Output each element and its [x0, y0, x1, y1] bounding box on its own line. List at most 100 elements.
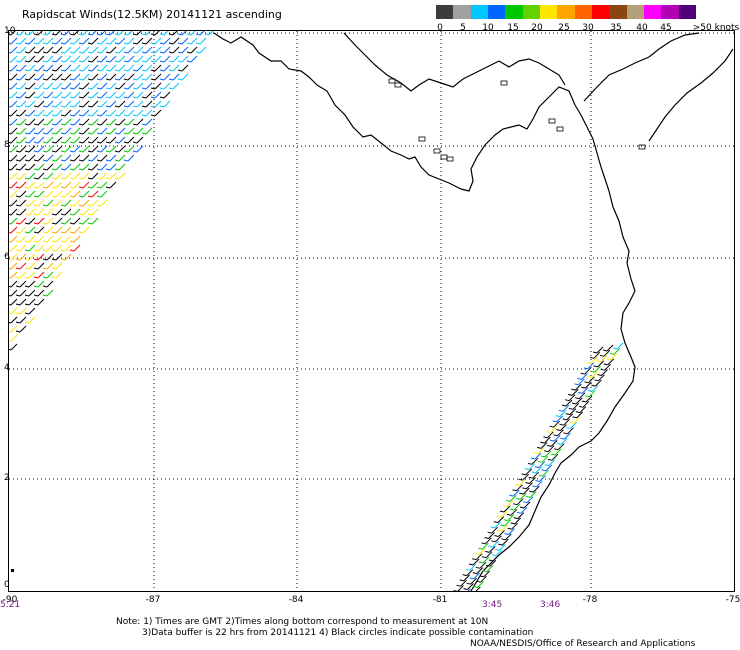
wind-barb-140 — [114, 82, 126, 90]
wind-barb-209 — [87, 118, 99, 126]
contamination-mark — [11, 569, 14, 572]
legend-swatch-13 — [661, 5, 679, 19]
wind-barb-197 — [132, 109, 144, 117]
wind-barb-80 — [123, 55, 135, 63]
lat-label-2: 2 — [4, 473, 10, 483]
wind-barb-57 — [114, 46, 126, 54]
wind-barb-503 — [522, 482, 533, 490]
wind-barb-216 — [9, 127, 18, 135]
wind-barb-5 — [51, 31, 61, 36]
wind-barb-481 — [553, 443, 565, 451]
wind-barb-297 — [78, 172, 90, 180]
wind-barb-148 — [15, 91, 27, 99]
wind-barb-469 — [566, 422, 577, 429]
wind-barb-124 — [150, 73, 162, 81]
wind-barb-346 — [9, 217, 18, 225]
wind-barb-311 — [87, 181, 99, 189]
wind-barb-173 — [78, 100, 90, 108]
wind-barb-179 — [132, 100, 144, 108]
wind-barb-172 — [69, 100, 81, 108]
wind-barb-256 — [87, 145, 99, 153]
wind-barb-40 — [159, 37, 171, 45]
wind-barb-374 — [15, 244, 27, 252]
wind-barb-434 — [593, 360, 605, 368]
wind-barb-259 — [114, 145, 126, 153]
wind-barb-168 — [33, 100, 45, 108]
wind-barb-486 — [530, 452, 542, 460]
wind-barb-477 — [540, 436, 551, 444]
wind-barb-497 — [528, 471, 539, 479]
wind-barb-461 — [565, 408, 577, 416]
wind-barb-270 — [78, 154, 90, 162]
wind-barb-351 — [51, 217, 63, 225]
map-title: Rapidscat Winds(12.5KM) 20141121 ascendi… — [22, 8, 282, 21]
wind-barb-396 — [24, 271, 36, 279]
lon-label-90: -90 — [2, 595, 18, 605]
wind-barb-269 — [69, 154, 81, 162]
wind-barb-239 — [69, 136, 81, 144]
wind-barb-244 — [114, 136, 126, 144]
wind-barb-332 — [69, 199, 81, 207]
wind-barb-102 — [132, 64, 144, 72]
wind-barb-214 — [132, 118, 144, 126]
wind-barb-292 — [33, 172, 45, 180]
wind-barb-356 — [9, 226, 18, 234]
wind-barb-39 — [150, 37, 162, 45]
wind-barb-136 — [78, 82, 90, 90]
wind-barb-492 — [524, 463, 536, 471]
wind-barb-432 — [586, 357, 598, 365]
wind-barb-547 — [485, 559, 497, 567]
wind-barb-452 — [574, 392, 586, 400]
wind-barb-220 — [42, 127, 54, 135]
wind-barb-261 — [132, 145, 144, 153]
wind-barb-377 — [42, 244, 54, 252]
wind-barb-325 — [9, 199, 18, 207]
wind-barb-144 — [150, 82, 162, 90]
lon-label-75: -75 — [725, 595, 740, 605]
wind-barb-279 — [33, 163, 45, 171]
wind-barb-483 — [533, 447, 545, 455]
wind-barb-475 — [560, 432, 571, 440]
wind-barb-513 — [502, 500, 514, 508]
wind-barb-430 — [606, 353, 618, 361]
wind-barb-46 — [15, 46, 27, 54]
wind-barb-99 — [105, 64, 117, 72]
wind-barb-335 — [96, 199, 108, 207]
wind-barb-60 — [141, 46, 153, 54]
wind-barb-249 — [24, 145, 36, 153]
wind-barb-264 — [24, 154, 36, 162]
wind-barb-320 — [60, 190, 72, 198]
wind-barb-198 — [141, 109, 153, 117]
time-label-1: 5:21 — [0, 600, 21, 610]
wind-barb-37 — [132, 37, 144, 45]
lon-label-78: -78 — [582, 595, 598, 605]
wind-barb-515 — [509, 503, 521, 511]
wind-barb-548 — [475, 561, 487, 569]
wind-barb-535 — [498, 538, 509, 546]
wind-barb-142 — [132, 82, 144, 90]
wind-barb-558 — [456, 579, 467, 587]
wind-barb-204 — [42, 118, 54, 126]
wind-barb-265 — [33, 154, 45, 162]
wind-barb-474 — [543, 431, 554, 439]
wind-barb-554 — [469, 572, 481, 580]
wind-barb-79 — [114, 55, 126, 63]
wind-barb-328 — [33, 199, 45, 207]
wind-barb-123 — [141, 73, 153, 81]
wind-barb-93 — [51, 64, 63, 72]
wind-barb-13 — [123, 31, 133, 36]
lat-label-8: 8 — [4, 140, 10, 150]
wind-barb-272 — [96, 154, 108, 162]
wind-barb-562 — [475, 586, 481, 591]
time-label-3: 3:46 — [540, 600, 561, 610]
wind-barb-68 — [15, 55, 27, 63]
wind-barb-103 — [141, 64, 153, 72]
wind-barb-490 — [544, 459, 556, 467]
wind-barb-460 — [575, 406, 587, 414]
wind-barb-11 — [105, 31, 115, 36]
wind-barb-540 — [475, 548, 486, 555]
wind-barb-557 — [466, 577, 477, 585]
wind-barb-139 — [105, 82, 117, 90]
wind-barb-519 — [496, 510, 508, 518]
wind-barb-59 — [132, 46, 144, 54]
